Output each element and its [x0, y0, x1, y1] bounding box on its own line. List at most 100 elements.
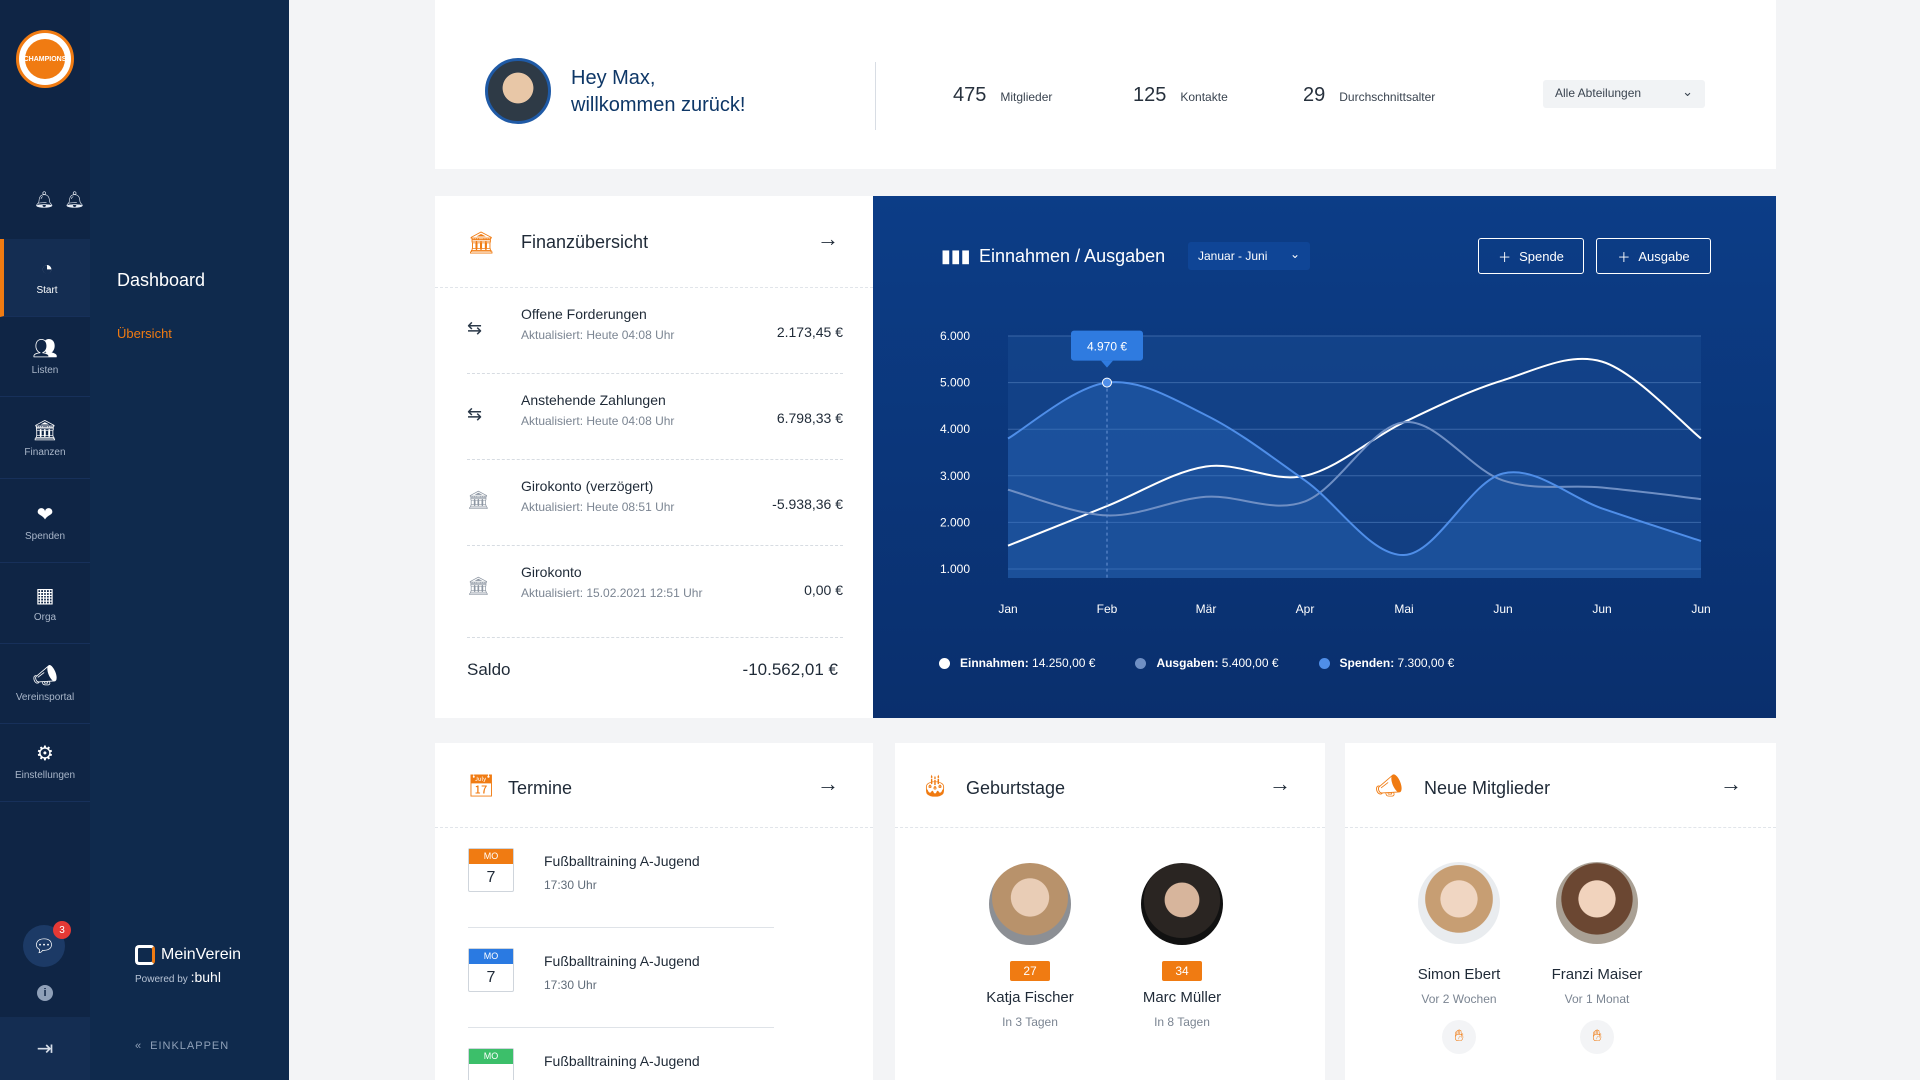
finance-row-updated: Aktualisiert: Heute 04:08 Uhr [521, 328, 675, 342]
plus-icon: ＋ [1498, 249, 1512, 265]
rail-item-spenden[interactable]: ❤︎ Spenden [0, 485, 90, 563]
stat-kontakte: 125 Kontakte [1133, 84, 1228, 107]
logout-icon: ⇥ [36, 1038, 54, 1060]
club-logo[interactable]: CHAMPIONS [16, 30, 74, 88]
rail-item-finanzen[interactable]: 🏛︎ Finanzen [0, 401, 90, 479]
finance-card: 🏛︎ Finanzübersicht → ⇆ Offene Forderunge… [435, 196, 873, 718]
chat-button[interactable]: 💬︎ 3 [23, 921, 71, 967]
add-expense-button[interactable]: ＋ Ausgabe [1596, 238, 1711, 274]
arrow-right-icon[interactable]: → [817, 771, 839, 796]
chevron-down-icon: ⌄ [1682, 84, 1693, 99]
calendar-date: MO [468, 1048, 514, 1080]
rail-item-label: Start [36, 285, 58, 296]
stat-mitglieder: 475 Mitglieder [953, 84, 1052, 107]
collapse-button[interactable]: « EINKLAPPEN [135, 1040, 229, 1052]
bar-chart-icon: ▮▮▮ [941, 246, 971, 266]
rail-item-start[interactable]: ◔ Start [0, 239, 90, 317]
donation-heart-icon: ❤︎ [36, 504, 54, 526]
calendar-grid-icon: ▦ [35, 585, 55, 607]
y-tick-label: 3.000 [940, 469, 970, 483]
rail-item-label: Einstellungen [14, 770, 76, 781]
avatar [1556, 862, 1638, 944]
bank-icon: 🏛︎ [32, 420, 58, 442]
chart-title: Einnahmen / Ausgaben [979, 246, 1166, 266]
bank-icon: 🏛︎ [467, 230, 495, 255]
tooltip-box [1071, 330, 1143, 361]
rail-item-listen[interactable]: 👥︎ Listen [0, 319, 90, 397]
divider [875, 62, 876, 130]
users-icon: 👥︎ [32, 338, 58, 360]
arrow-right-icon[interactable]: → [817, 226, 839, 251]
new-member[interactable]: Simon Ebert Vor 2 Wochen ✋︎ [1384, 862, 1534, 1054]
calendar-weekday: MO [469, 1049, 513, 1064]
x-tick-label: Mär [1196, 602, 1217, 616]
series-line-einnahmen [1007, 357, 1702, 547]
legend-dot [939, 657, 950, 669]
y-tick-label: 5.000 [940, 376, 970, 390]
add-expense-label: Ausgabe [1638, 248, 1690, 264]
arrow-right-icon[interactable]: → [1720, 771, 1742, 796]
bell-icon[interactable]: 🔔︎ [64, 192, 85, 209]
event-item[interactable]: MO 7 Fußballtraining A-Jugend 17:30 Uhr [468, 928, 774, 1028]
bell-icon[interactable]: 🔔︎ [34, 192, 55, 209]
finance-row[interactable]: 🏛︎ Girokonto Aktualisiert: 15.02.2021 12… [467, 546, 843, 638]
person-name: Marc Müller [1142, 989, 1222, 1006]
income-expense-chart: 6.000 5.000 4.000 3.000 2.000 1.000 Jan Feb Mär A… [940, 329, 1711, 616]
rail-item-orga[interactable]: ▦ Orga [0, 566, 90, 644]
finance-row-updated: Aktualisiert: Heute 08:51 Uhr [521, 500, 675, 514]
y-tick-label: 4.000 [940, 422, 970, 436]
calendar-day: 7 [486, 969, 496, 986]
arrow-right-icon[interactable]: → [1269, 771, 1291, 796]
finance-row-title: Girokonto [521, 564, 582, 580]
finance-row-amount: 2.173,45 € [776, 324, 843, 340]
x-tick-label: Feb [1097, 602, 1118, 616]
events-title: Termine [508, 778, 573, 798]
avatar[interactable] [485, 58, 551, 124]
subnav-link-uebersicht[interactable]: Übersicht [117, 326, 172, 341]
info-icon[interactable]: i [37, 985, 53, 1001]
person-name: Katja Fischer [986, 989, 1074, 1006]
legend-dot [1135, 657, 1147, 669]
event-title: Fußballtraining A-Jugend [544, 953, 700, 969]
age-badge: 27 [1010, 961, 1050, 981]
event-item[interactable]: MO 7 Fußballtraining A-Jugend 17:30 Uhr [468, 828, 774, 928]
finance-header: 🏛︎ Finanzübersicht → [435, 196, 873, 288]
waving-hand-icon[interactable]: ✋︎ [1442, 1020, 1476, 1054]
member-since: Vor 1 Monat [1564, 992, 1630, 1006]
series-area-spenden [1008, 382, 1701, 578]
greeting-line1: Hey Max, [571, 67, 656, 89]
date-range-select[interactable]: Januar - Juni ⌄ [1188, 242, 1310, 270]
tooltip-label: 4.970 € [1087, 340, 1127, 354]
event-item[interactable]: MO Fußballtraining A-Jugend [468, 1028, 774, 1080]
avatar [1141, 863, 1223, 945]
finance-row-title: Offene Forderungen [521, 306, 647, 322]
stat-label: Mitglieder [1000, 90, 1053, 104]
transfer-arrows-icon: ⇆ [467, 404, 483, 424]
waving-hand-icon[interactable]: ✋︎ [1580, 1020, 1614, 1054]
dashboard-gauge-icon: ◔ [40, 258, 54, 280]
birthday-when: In 8 Tagen [1154, 1015, 1210, 1029]
highlight-point [1102, 377, 1112, 388]
finance-row-updated: Aktualisiert: 15.02.2021 12:51 Uhr [521, 586, 703, 600]
sub-navigation: Dashboard Übersicht MeinVerein Powered b… [90, 0, 289, 1080]
new-member[interactable]: Franzi Maiser Vor 1 Monat ✋︎ [1522, 862, 1672, 1054]
finance-row[interactable]: 🏛︎ Girokonto (verzögert) Aktualisiert: H… [467, 460, 843, 546]
megaphone-icon: 📣︎ [1375, 773, 1403, 798]
department-select[interactable]: Alle Abteilungen ⌄ [1543, 80, 1705, 108]
legend-total: 14.250,00 € [1032, 656, 1096, 670]
icon-rail: CHAMPIONS 🔔︎ 🔔︎ ◔ Start 👥︎ Listen 🏛︎ Fin… [0, 0, 90, 1080]
greeting: Hey Max, willkommen zurück! [571, 65, 745, 119]
finance-row[interactable]: ⇆ Anstehende Zahlungen Aktualisiert: Heu… [467, 374, 843, 460]
finance-row[interactable]: ⇆ Offene Forderungen Aktualisiert: Heute… [467, 288, 843, 374]
tooltip-pointer [1101, 360, 1113, 368]
x-tick-label: Apr [1296, 602, 1315, 616]
rail-item-vereinsportal[interactable]: 📣︎ Vereinsportal [0, 646, 90, 724]
add-donation-button[interactable]: ＋ Spende [1478, 238, 1584, 274]
subnav-title: Dashboard [117, 270, 206, 290]
birthday-person[interactable]: 27 Katja Fischer In 3 Tagen [955, 863, 1105, 1029]
birthday-person[interactable]: 34 Marc Müller In 8 Tagen [1107, 863, 1257, 1029]
rail-item-einstellungen[interactable]: ⚙︎ Einstellungen [0, 724, 90, 802]
stat-label: Kontakte [1180, 90, 1228, 104]
logout-button[interactable]: ⇥ [0, 1017, 90, 1080]
finance-row-amount: 0,00 € [804, 582, 843, 598]
